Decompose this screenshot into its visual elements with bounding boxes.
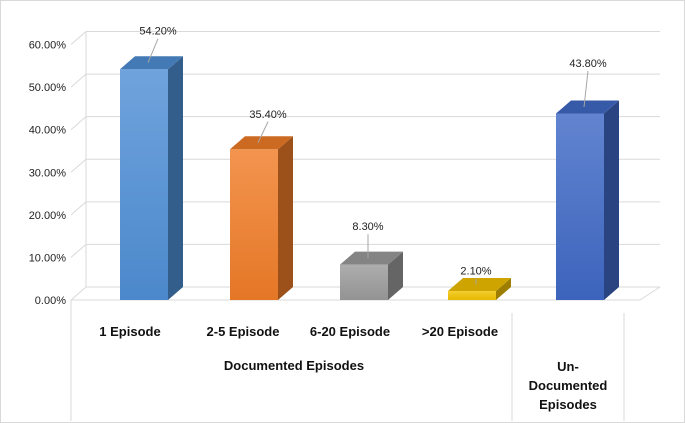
x-tick-label: >20 Episode [422,324,498,339]
y-tick-label: 30.00% [29,167,67,179]
x-tick-label: Un-Documented Episodes [529,359,608,412]
bar-top-face [230,136,293,150]
bar-top-face [120,56,183,70]
bar-top-face [556,100,619,114]
bar-front-face [556,113,604,300]
gridline-depth [70,286,87,301]
x-tick-label: 6-20 Episode [310,324,390,339]
y-tick-label: 0.00% [35,295,66,307]
bar-side-face [604,100,619,300]
bar-side-face [168,56,183,300]
data-label: 2.10% [460,266,491,278]
y-tick-label: 40.00% [29,125,67,137]
y-tick-label: 50.00% [29,82,67,94]
bar-front-face [230,149,278,300]
y-tick-label: 60.00% [29,40,67,52]
x-tick-label: 1 Episode [99,324,160,339]
group-label: Documented Episodes [224,358,364,373]
bar-top-face [340,251,403,265]
gridline-depth [70,201,87,216]
bar [448,278,511,300]
bar-side-face [278,136,293,300]
data-label-leader [583,70,589,108]
x-axis: 1 Episode 2-5 Episode 6-20 Episode >20 Epis… [70,300,625,421]
bar [230,136,293,300]
data-label: 43.80% [569,58,607,70]
x-tick-label: 2-5 Episode [207,324,280,339]
bar-front-face [120,69,168,300]
y-tick-label: 20.00% [29,210,67,222]
y-tick-label: 10.00% [29,252,67,264]
bar-front-face [448,291,496,300]
data-label-leader [147,38,159,63]
data-label-leader [257,121,269,143]
gridline-depth [70,31,87,45]
bar [556,100,619,300]
data-label: 8.30% [352,221,383,233]
y-axis: 0.00% 10.00% 20.00% 30.00% 40.00% 50.00% 60.00… [29,40,67,307]
data-label: 35.40% [249,109,287,121]
bar [120,56,183,300]
data-label: 54.20% [139,26,177,38]
floor-side-edge [639,286,661,301]
bars [120,56,619,300]
gridline-depth [70,244,87,258]
bar [340,251,403,300]
gridline-depth [70,116,87,131]
data-labels: 54.20% 35.40% 8.30% 2.10% 43.80% [139,26,607,285]
gridline-depth [70,73,87,88]
bar-front-face [340,264,388,300]
gridline-depth [70,158,87,173]
bar-top-face [448,278,511,292]
bar-side-face [496,278,511,300]
bar-side-face [388,251,403,300]
